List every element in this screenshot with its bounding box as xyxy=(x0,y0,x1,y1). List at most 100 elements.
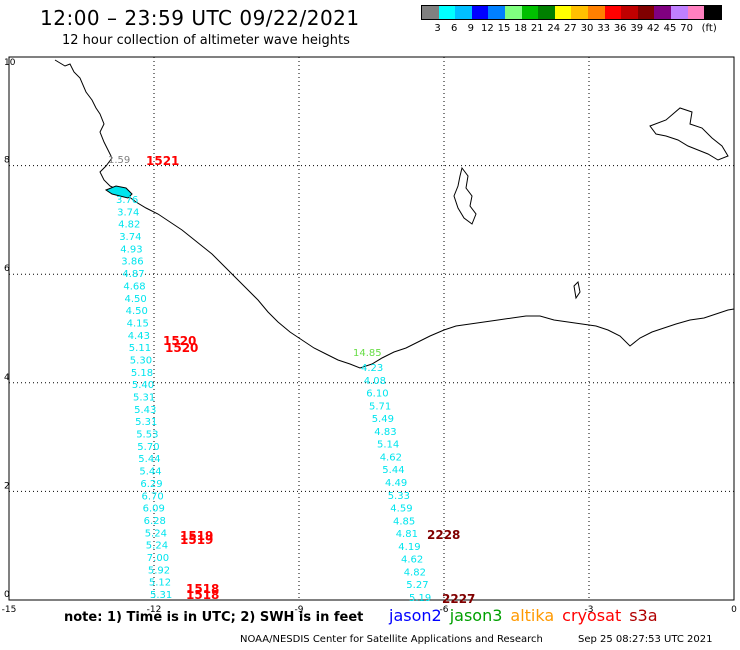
axis-ticks: -15 -12 -9 -6 -3 0 10 8 6 4 2 0 xyxy=(2,58,737,615)
swh-value-label: 3.74 xyxy=(119,232,141,243)
pass-time-label: 1518 xyxy=(186,582,219,596)
y-tick-label: 0 xyxy=(4,590,10,600)
swh-value-label: 4.19 xyxy=(398,542,420,553)
legend-swatch xyxy=(422,6,439,19)
x-tick-label: -6 xyxy=(440,605,449,615)
swh-value-label: 5.44 xyxy=(382,465,404,476)
satellite-name: cryosat xyxy=(562,606,622,625)
grid-lines xyxy=(9,57,734,600)
legend-label: 3 xyxy=(434,23,441,34)
swh-value-label: 6.09 xyxy=(143,504,165,515)
swh-value-label: 4.49 xyxy=(385,478,407,489)
legend-label: 70 xyxy=(680,23,693,34)
swh-value-label: 4.81 xyxy=(396,529,418,540)
swh-value-label: 4.59 xyxy=(390,504,412,515)
legend-swatch xyxy=(604,6,622,19)
swh-value-label: 6.70 xyxy=(142,491,164,502)
legend-swatch xyxy=(538,6,555,19)
legend-label: 21 xyxy=(530,23,544,34)
swh-value-label: 6.10 xyxy=(366,389,388,400)
legend-label: 45 xyxy=(663,23,677,34)
swh-value-label: 5.19 xyxy=(409,593,431,604)
swh-value-label: 4.83 xyxy=(374,427,396,438)
generated-timestamp: Sep 25 08:27:53 UTC 2021 xyxy=(578,634,713,645)
swh-value-label: 5.70 xyxy=(137,442,159,453)
swh-value-label: 5.14 xyxy=(377,440,399,451)
legend-swatch xyxy=(455,6,472,19)
swh-value-label: 5.31 xyxy=(135,417,157,428)
legend-label: 15 xyxy=(497,23,511,34)
plot-frame xyxy=(8,56,735,601)
legend-labels: 3 6 9 12 15 18 21 24 27 30 33 36 39 42 45 70 (ft) xyxy=(421,20,722,34)
coastline xyxy=(54,59,735,369)
pass-time-label: 1521 xyxy=(146,154,179,168)
legend-label: 42 xyxy=(647,23,660,34)
swh-value-label: 5.44 xyxy=(139,467,161,478)
legend-swatch xyxy=(687,6,705,19)
swh-value-label: 4.23 xyxy=(361,363,383,374)
swh-value-label: 5.11 xyxy=(129,343,151,354)
map-subtitle: 12 hour collection of altimeter wave hei… xyxy=(62,33,350,48)
x-tick-label: -15 xyxy=(2,605,17,615)
y-tick-label: 10 xyxy=(4,58,16,68)
legend-swatch xyxy=(571,6,588,19)
swh-value-label: 4.15 xyxy=(127,318,149,329)
legend-label: 33 xyxy=(597,23,610,34)
swh-value-label: 5.27 xyxy=(406,580,428,591)
swh-value-label: 4.85 xyxy=(393,516,415,527)
legend-swatch xyxy=(504,6,522,19)
legend-swatch xyxy=(521,6,539,19)
island-northeast xyxy=(649,107,729,161)
swh-value-label: 5.40 xyxy=(132,380,154,391)
swh-value-label: 5.24 xyxy=(145,528,167,539)
legend-swatch xyxy=(621,6,638,19)
swh-value-label: 4.62 xyxy=(380,452,402,463)
swh-value-label: 4.43 xyxy=(128,331,150,342)
swh-value-label: 4.62 xyxy=(401,555,423,566)
satellite-name: jason3 xyxy=(449,606,503,625)
pass-time-label: 1519 xyxy=(180,529,213,543)
track-b-labels: 4.234.086.105.715.494.835.144.625.444.49… xyxy=(361,363,431,604)
coastline-main xyxy=(54,59,735,369)
x-tick-label: -12 xyxy=(147,605,162,615)
satellite-key: jason2 jason3 altika cryosat s3a xyxy=(389,606,666,625)
swh-value-label: 4.93 xyxy=(120,244,142,255)
x-tick-label: 0 xyxy=(731,605,737,615)
swh-value-label: 4.50 xyxy=(125,294,147,305)
legend-swatch xyxy=(654,6,671,19)
credit-line: NOAA/NESDIS Center for Satellite Applica… xyxy=(240,634,543,645)
swh-value-label: 3.86 xyxy=(121,257,143,268)
green-swh-value: 14.85 xyxy=(353,348,382,359)
y-tick-label: 2 xyxy=(4,481,10,491)
swh-value-label: 4.50 xyxy=(126,306,148,317)
legend-label: 12 xyxy=(481,23,494,34)
swh-value-label: 5.33 xyxy=(388,491,410,502)
swh-value-label: 3.74 xyxy=(117,207,139,218)
legend-label: 27 xyxy=(564,23,577,34)
y-tick-label: 8 xyxy=(4,156,10,166)
pass-time-label: 2227 xyxy=(442,592,475,606)
x-tick-label: -9 xyxy=(295,605,304,615)
swh-value-label: 4.08 xyxy=(364,376,386,387)
legend-label: 30 xyxy=(580,23,594,34)
swh-value-label: 4.82 xyxy=(118,220,140,231)
coastline-bay xyxy=(104,185,133,199)
color-legend: 3 6 9 12 15 18 21 24 27 30 33 36 39 42 45 70 (ft) xyxy=(421,5,722,34)
swh-value-label: 5.30 xyxy=(130,356,152,367)
swh-value-label: 5.49 xyxy=(372,414,394,425)
y-tick-label: 4 xyxy=(4,373,10,383)
island-middle xyxy=(453,166,477,225)
swh-value-label: 5.92 xyxy=(148,565,170,576)
swh-value-label: 5.31 xyxy=(133,393,155,404)
pass-time-label: 1520 xyxy=(165,341,198,355)
swh-value-label: 3.76 xyxy=(116,195,138,206)
legend-swatch xyxy=(587,6,605,19)
legend-swatch xyxy=(704,6,721,19)
satellite-name: altika xyxy=(510,606,555,625)
x-tick-label: -3 xyxy=(585,605,594,615)
legend-swatch xyxy=(637,6,655,19)
legend-label: 36 xyxy=(613,23,627,34)
map-title: 12:00 – 23:59 UTC 09/22/2021 xyxy=(40,6,360,30)
